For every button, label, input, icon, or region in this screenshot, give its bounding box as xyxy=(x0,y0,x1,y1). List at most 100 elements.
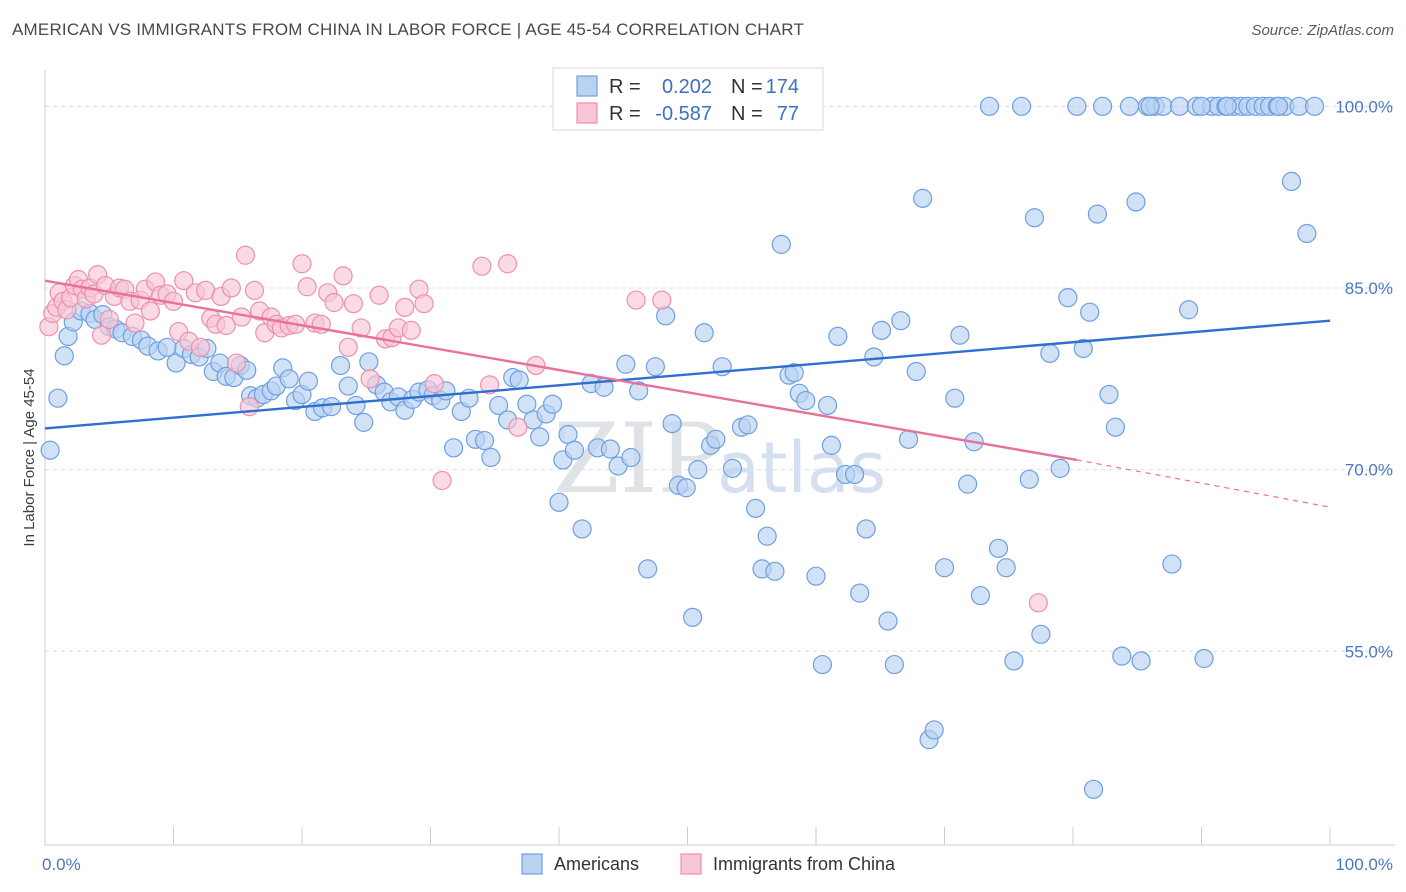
americans-point-127 xyxy=(924,720,944,740)
americans-point-80 xyxy=(600,439,621,459)
americans-point-108 xyxy=(796,390,816,411)
americans-point-148 xyxy=(1087,204,1108,224)
china-point-16 xyxy=(99,309,119,330)
americans-point-119 xyxy=(871,320,892,340)
china-point-61 xyxy=(351,318,371,338)
americans-point-43 xyxy=(346,395,366,416)
americans-point-93 xyxy=(694,323,714,343)
americans-point-75 xyxy=(564,440,585,460)
china-point-58 xyxy=(333,266,353,286)
americans-point-103 xyxy=(765,561,785,581)
china-point-59 xyxy=(338,337,358,357)
americans-point-102 xyxy=(757,526,777,546)
americans-point-136 xyxy=(996,558,1016,578)
china-point-78 xyxy=(626,290,646,310)
americans-point-155 xyxy=(1131,651,1151,671)
americans-point-143 xyxy=(1050,458,1070,478)
china-point-24 xyxy=(140,301,160,321)
legend-r-value-0: 0.202 xyxy=(662,76,712,98)
americans-point-163 xyxy=(1194,648,1214,669)
americans-point-128 xyxy=(934,558,955,578)
americans-point-179 xyxy=(1083,779,1104,799)
trend-lines xyxy=(44,279,1331,508)
americans-point-152 xyxy=(1112,646,1132,666)
china-point-76 xyxy=(508,417,528,437)
americans-point-147 xyxy=(1080,302,1100,322)
americans-point-160 xyxy=(1170,96,1190,116)
legend-frame xyxy=(552,67,824,131)
americans-point-150 xyxy=(1099,384,1119,405)
americans-point-130 xyxy=(950,325,970,345)
legend-n-label-0: N = xyxy=(731,76,763,98)
china-point-74 xyxy=(480,375,500,395)
y-tick-label-3: 55.0% xyxy=(1345,642,1393,661)
tick-labels: 100.0% 85.0% 70.0% 55.0% 0.0% 100.0% xyxy=(42,97,1393,874)
americans-point-86 xyxy=(645,357,665,377)
americans-point-61 xyxy=(474,430,495,451)
americans-point-57 xyxy=(444,438,464,458)
china-point-38 xyxy=(216,315,236,336)
y-tick-label-0: 100.0% xyxy=(1335,97,1393,116)
legend-box: R = 0.202 N = 174 R = -0.587 N = 77 xyxy=(552,67,824,131)
americans-point-104 xyxy=(771,234,791,254)
americans-point-91 xyxy=(683,607,703,627)
trend-line-china xyxy=(44,279,1078,462)
legend-r-label-1: R = xyxy=(609,103,641,125)
americans-point-142 xyxy=(1040,343,1060,363)
americans-point-16 xyxy=(157,337,177,357)
americans-point-63 xyxy=(489,395,509,416)
americans-point-181 xyxy=(1191,96,1212,116)
china-point-70 xyxy=(414,294,434,314)
china-point-60 xyxy=(343,294,363,314)
americans-point-85 xyxy=(638,559,658,579)
americans-point-95 xyxy=(706,429,726,449)
americans-point-92 xyxy=(688,460,708,480)
americans-point-120 xyxy=(878,611,898,631)
americans-point-129 xyxy=(945,388,965,408)
bottom-legend-label-americans: Americans xyxy=(554,854,639,874)
americans-point-118 xyxy=(864,347,884,367)
americans-point-34 xyxy=(279,369,299,389)
americans-point-134 xyxy=(979,96,1000,116)
americans-point-175 xyxy=(1281,171,1302,192)
americans-point-0 xyxy=(40,440,60,460)
x-tick-label-min: 0.0% xyxy=(42,855,81,874)
bottom-legend-swatch-americans xyxy=(521,853,543,875)
americans-point-109 xyxy=(806,566,826,586)
china-point-42 xyxy=(235,245,256,265)
china-point-57 xyxy=(324,292,344,313)
bottom-legend-label-china: Immigrants from China xyxy=(713,854,896,874)
americans-point-1 xyxy=(48,388,68,408)
americans-point-106 xyxy=(784,363,804,383)
americans-point-84 xyxy=(629,381,649,401)
americans-point-146 xyxy=(1073,338,1093,359)
x-tick-label-max: 100.0% xyxy=(1335,855,1393,874)
americans-point-135 xyxy=(988,538,1009,558)
legend-n-label-1: N = xyxy=(731,103,763,125)
americans-point-76 xyxy=(572,519,592,539)
americans-point-121 xyxy=(884,654,904,675)
legend-n-value-0: 174 xyxy=(766,76,799,98)
americans-point-154 xyxy=(1126,192,1146,212)
americans-point-159 xyxy=(1162,554,1182,574)
source-label: Source: ZipAtlas.com xyxy=(1251,22,1394,39)
americans-point-116 xyxy=(850,583,870,603)
china-point-63 xyxy=(369,285,389,305)
chart-title: AMERICAN VS IMMIGRANTS FROM CHINA IN LAB… xyxy=(12,20,805,39)
americans-point-71 xyxy=(542,394,563,414)
china-point-79 xyxy=(1028,593,1048,613)
legend-swatch-1 xyxy=(576,102,598,124)
legend-r-label-0: R = xyxy=(609,76,641,98)
americans-point-115 xyxy=(844,464,865,485)
china-point-68 xyxy=(401,320,421,340)
americans-point-62 xyxy=(481,447,501,468)
americans-point-41 xyxy=(330,355,351,376)
bottom-legend-swatch-china xyxy=(680,853,702,875)
americans-point-153 xyxy=(1119,96,1140,116)
americans-point-140 xyxy=(1024,208,1045,228)
americans-point-123 xyxy=(898,429,919,449)
americans-point-110 xyxy=(812,654,833,675)
china-point-80 xyxy=(652,290,672,310)
americans-point-125 xyxy=(913,188,933,208)
